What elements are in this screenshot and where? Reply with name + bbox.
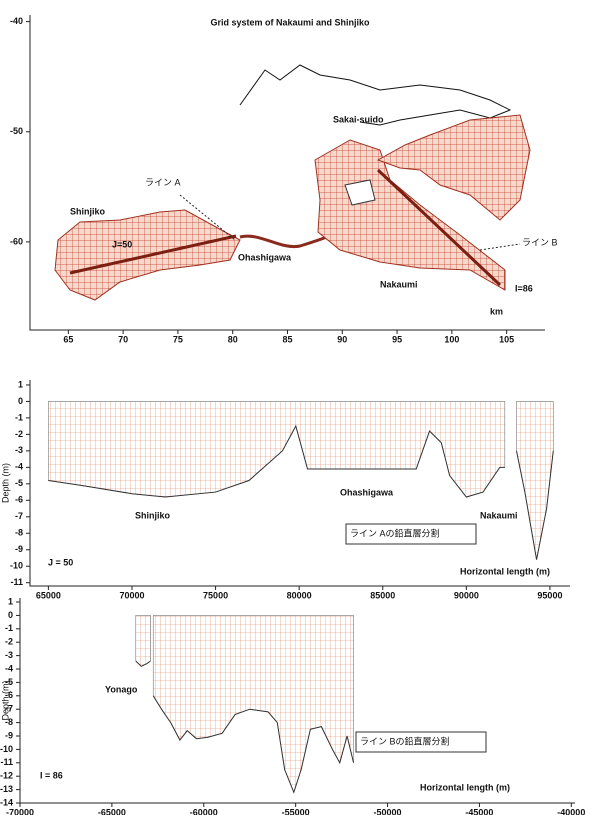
y-tick-label: -11: [10, 577, 23, 587]
y-tick-label: -4: [5, 663, 13, 673]
y-tick-label: -13: [0, 784, 13, 794]
annotation: Shinjiko: [70, 206, 106, 216]
x-tick-label: -50000: [374, 807, 402, 815]
x-axis-label: Horizontal length (m): [420, 782, 510, 792]
caption: ライン Aの鉛直層分割: [350, 527, 440, 538]
annotation: ライン B: [522, 237, 558, 247]
y-tick-label: 0: [18, 396, 23, 406]
x-tick-label: 80: [228, 334, 238, 344]
x-tick-label: 70: [118, 334, 128, 344]
annotation: Ohashigawa: [340, 487, 394, 497]
y-tick-label: -8: [15, 528, 23, 538]
y-tick-label: -9: [5, 730, 13, 740]
x-tick-label: -40000: [557, 807, 585, 815]
x-tick-label: 100: [444, 334, 459, 344]
y-tick-label: -14: [0, 797, 13, 807]
y-tick-label: -5: [15, 478, 23, 488]
y-tick-label: -12: [0, 771, 13, 781]
annotation: Nakaumi: [380, 279, 418, 289]
y-tick-label: -7: [15, 511, 23, 521]
annotation: km: [490, 306, 503, 316]
y-tick-label: -1: [5, 623, 13, 633]
y-tick-label: -3: [5, 650, 13, 660]
annotation: J=50: [112, 239, 132, 249]
mesh: [153, 615, 353, 792]
y-tick-label: -6: [15, 495, 23, 505]
y-tick-label: -10: [0, 744, 13, 754]
annotation: Nakaumi: [480, 510, 518, 520]
x-tick-label: 95000: [537, 590, 562, 600]
mesh: [48, 401, 504, 497]
annotation: I=86: [515, 283, 533, 293]
y-tick-label: -3: [15, 445, 23, 455]
y-tick-label: 1: [8, 596, 13, 606]
map-decor: [55, 65, 530, 300]
x-tick-label: 65000: [36, 590, 61, 600]
annotation: Yonago: [105, 684, 138, 694]
x-tick-label: -45000: [465, 807, 493, 815]
x-tick-label: 90: [337, 334, 347, 344]
y-tick-label: -40: [10, 16, 23, 26]
mesh: [136, 615, 151, 666]
y-tick-label: -60: [10, 236, 23, 246]
x-tick-label: 75: [173, 334, 183, 344]
x-tick-label: 75000: [203, 590, 228, 600]
y-tick-label: -50: [10, 126, 23, 136]
panel-label: I = 86: [40, 770, 63, 780]
x-tick-label: -65000: [98, 807, 126, 815]
caption: ライン Bの鉛直層分割: [360, 735, 450, 746]
chart-title: Grid system of Nakaumi and Shinjiko: [210, 17, 370, 27]
x-axis-label: Horizontal length (m): [460, 566, 550, 576]
annotation: Shinjiko: [135, 510, 171, 520]
y-tick-label: -2: [5, 637, 13, 647]
x-tick-label: 80000: [287, 590, 312, 600]
x-tick-label: 95: [392, 334, 402, 344]
x-tick-label: -60000: [190, 807, 218, 815]
x-tick-label: 85000: [370, 590, 395, 600]
y-axis-label: Depth (m): [0, 680, 10, 720]
y-tick-label: -2: [15, 429, 23, 439]
annotation: ライン A: [145, 177, 181, 187]
figure: 65707580859095100105-40-50-60Grid system…: [0, 0, 605, 815]
x-tick-label: -55000: [282, 807, 310, 815]
x-tick-label: 70000: [119, 590, 144, 600]
x-tick-label: 90000: [454, 590, 479, 600]
x-tick-label: 65: [63, 334, 73, 344]
x-tick-label: -70000: [6, 807, 34, 815]
y-tick-label: -9: [15, 544, 23, 554]
y-axis-label: Depth (m): [0, 463, 10, 503]
y-tick-label: -10: [10, 561, 23, 571]
y-tick-label: 1: [18, 379, 23, 389]
x-tick-label: 105: [499, 334, 514, 344]
y-tick-label: -4: [15, 462, 23, 472]
annotation: Sakai-suido: [333, 114, 384, 124]
panel-label: J = 50: [48, 557, 73, 567]
y-tick-label: -11: [0, 757, 13, 767]
y-tick-label: 0: [8, 610, 13, 620]
annotation: Ohashigawa: [238, 252, 292, 262]
x-tick-label: 85: [282, 334, 292, 344]
y-tick-label: -1: [15, 412, 23, 422]
